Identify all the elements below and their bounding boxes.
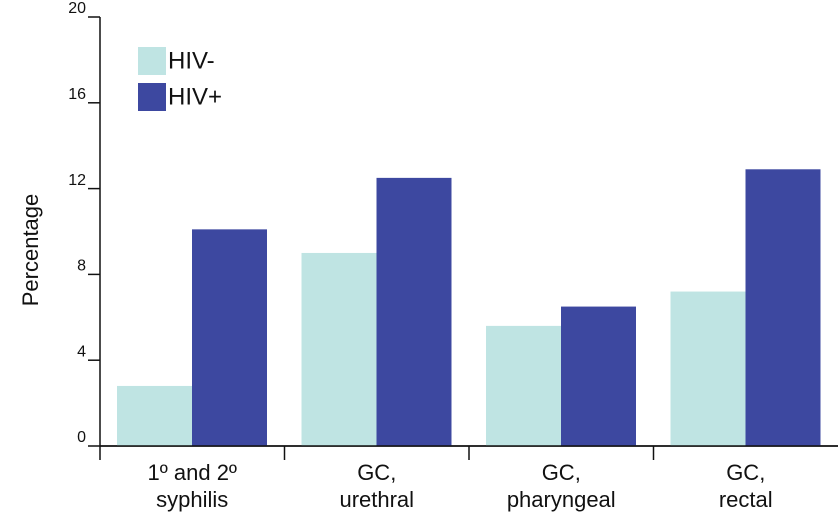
x-tick-label: GC,: [357, 460, 396, 485]
x-tick-label: syphilis: [156, 487, 228, 512]
bar: [117, 385, 192, 446]
legend-swatch: [138, 47, 166, 75]
bar: [670, 291, 746, 446]
bar: [376, 177, 452, 446]
y-tick-label: 8: [77, 258, 86, 275]
bar: [745, 169, 821, 447]
bar: [561, 306, 636, 446]
y-tick-label: 20: [68, 0, 86, 17]
x-tick-label: pharyngeal: [507, 487, 616, 512]
y-tick-label: 0: [77, 429, 86, 446]
x-tick-label: 1º and 2º: [148, 460, 237, 485]
y-tick-label: 4: [77, 343, 86, 360]
y-axis-label: Percentage: [18, 194, 43, 307]
legend-swatch: [138, 83, 166, 111]
bar: [301, 252, 377, 446]
x-tick-label: urethral: [339, 487, 414, 512]
bar: [486, 325, 561, 446]
legend-label: HIV-: [168, 47, 215, 74]
y-tick-label: 16: [68, 86, 86, 103]
x-tick-label: rectal: [719, 487, 773, 512]
x-tick-label: GC,: [726, 460, 765, 485]
legend-label: HIV+: [168, 83, 222, 110]
y-tick-label: 12: [68, 172, 86, 189]
bar: [192, 229, 267, 446]
x-tick-label: GC,: [542, 460, 581, 485]
